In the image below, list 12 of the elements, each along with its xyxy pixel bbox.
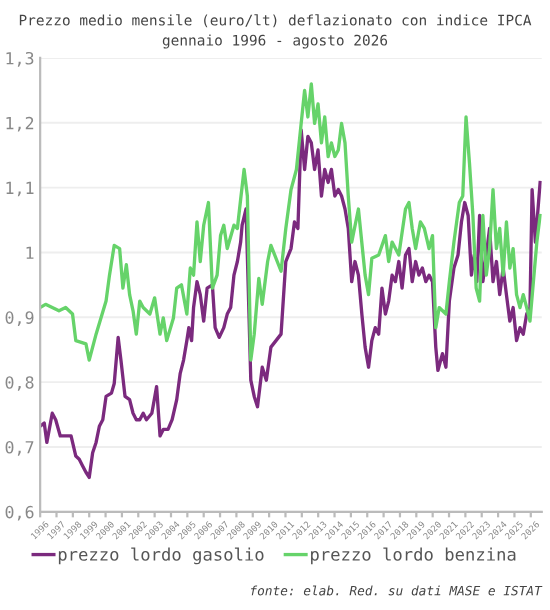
y-tick-label: 0,8 [5,376,34,391]
y-tick-label: 1,1 [6,181,34,197]
legend-label: prezzo lordo gasolio [58,547,264,565]
y-tick-label: 1,2 [6,116,34,132]
y-tick-label: 0,9 [5,311,34,326]
line-series [40,82,542,362]
y-tick-label: 1,3 [6,51,34,67]
y-tick-label: 1 [26,246,34,259]
line-series [40,128,542,480]
y-tick-label: 0,6 [5,505,34,521]
legend-label: prezzo lordo benzina [311,547,516,565]
y-tick-label: 0,7 [5,440,34,456]
